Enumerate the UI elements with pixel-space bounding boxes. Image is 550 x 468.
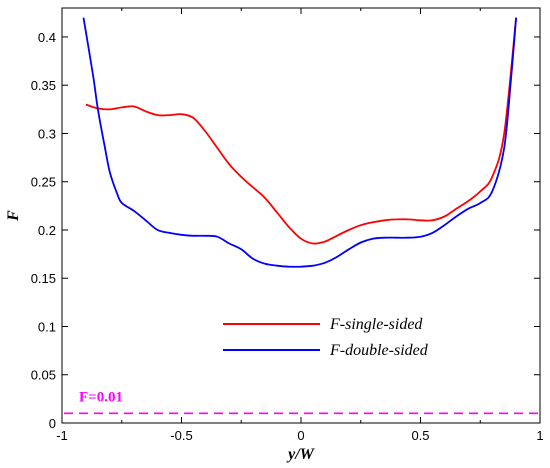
y-tick-label: 0.05	[31, 368, 56, 383]
legend-label: F-single-sided	[329, 316, 423, 333]
legend: F-single-sided F-double-sided	[223, 316, 429, 359]
x-tick-label: 1	[536, 428, 543, 443]
x-tick-label: 0.5	[411, 428, 429, 443]
x-axis-title: y/W	[286, 446, 316, 463]
x-tick-label: 0	[297, 428, 304, 443]
legend-label: F-double-sided	[329, 342, 429, 359]
series-group	[82, 17, 517, 268]
y-tick-label: 0	[49, 416, 56, 431]
series-line-single-sided	[85, 17, 517, 245]
y-tick-label: 0.35	[31, 78, 56, 93]
plot-frame	[61, 7, 541, 424]
y-axis-title: F	[5, 210, 22, 222]
x-tick-label: -0.5	[170, 428, 192, 443]
y-tick-label: 0.25	[31, 175, 56, 190]
y-tick-label: 0.2	[38, 223, 56, 238]
series-line-double-sided	[82, 17, 517, 268]
y-tick-label: 0.15	[31, 271, 56, 286]
x-tick-label: -1	[56, 428, 68, 443]
y-tick-label: 0.1	[38, 319, 56, 334]
y-tick-label: 0.4	[38, 30, 56, 45]
reference-line-label: F=0.01	[79, 389, 123, 405]
y-tick-label: 0.3	[38, 126, 56, 141]
